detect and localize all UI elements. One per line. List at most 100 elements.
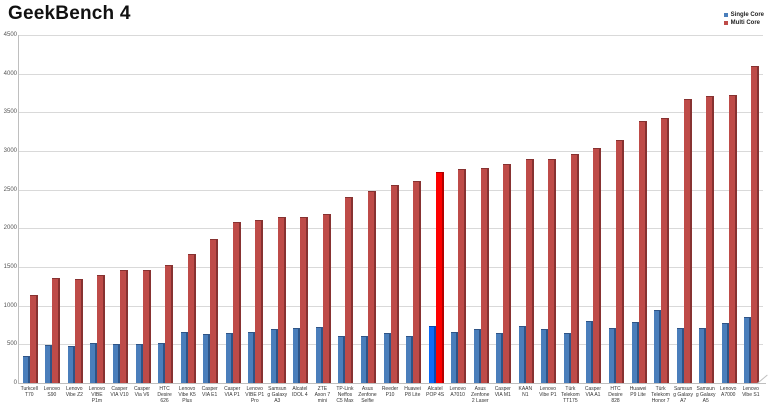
gridline-4500 (19, 35, 763, 36)
category-24 (538, 35, 561, 383)
x-axis-label-5: Casper VIA V10 (110, 386, 129, 398)
category-33 (741, 35, 764, 383)
bar-single-core-33 (744, 317, 752, 383)
category-32 (718, 35, 741, 383)
bar-multi-core-12 (277, 217, 286, 383)
bar-single-core-30 (676, 327, 684, 383)
bar-multi-core-10 (232, 221, 241, 383)
bar-multi-core-28 (638, 121, 647, 383)
category-3 (64, 35, 87, 383)
category-18 (402, 35, 425, 383)
bar-multi-core-7 (165, 264, 174, 383)
x-axis-label-16: Asus Zenfone Selfie (358, 386, 377, 403)
category-16 (357, 35, 380, 383)
category-17 (380, 35, 403, 383)
bar-single-core-21 (473, 329, 481, 383)
category-9 (199, 35, 222, 383)
category-22 (492, 35, 515, 383)
x-axis-label-15: TP-Link Neffos C5 Max (336, 386, 354, 403)
bar-multi-core-22 (503, 163, 512, 383)
bar-single-core-13 (293, 327, 301, 383)
bar-single-core-1 (22, 355, 30, 383)
bar-single-core-12 (270, 328, 278, 383)
category-15 (335, 35, 358, 383)
bar-single-core-8 (180, 331, 188, 383)
bar-single-core-7 (158, 343, 166, 383)
x-axis-label-1: Turkcell T70 (20, 386, 38, 398)
bar-single-core-4 (90, 342, 98, 383)
bar-single-core-6 (135, 344, 143, 383)
x-axis-label-33: Lenovo Vibe S1 (742, 386, 760, 398)
category-8 (177, 35, 200, 383)
category-2 (42, 35, 65, 383)
bar-multi-core-8 (187, 254, 196, 383)
bar-single-core-2 (45, 345, 53, 383)
legend: Single Core Multi Core (723, 12, 764, 26)
bar-single-core-23 (518, 325, 526, 383)
category-5 (109, 35, 132, 383)
x-axis-labels: Turkcell T70 Lenovo S90 Lenovo Vibe Z2 Leno… (18, 386, 762, 403)
x-axis-label-27: HTC Desire 828 (608, 386, 623, 403)
x-axis-label-22: Casper VIA M1 (494, 386, 511, 398)
y-tick-label-3500: 3500 (3, 109, 17, 116)
category-23 (515, 35, 538, 383)
bar-multi-core-30 (683, 99, 692, 383)
category-20 (447, 35, 470, 383)
chart-title: GeekBench 4 (8, 3, 131, 24)
gridline-3500 (19, 112, 763, 114)
y-tick-label-1000: 1000 (3, 302, 17, 309)
x-axis-label-26: Casper VIA A1 (584, 386, 601, 398)
x-axis-label-4: Lenovo VIBE P1m (88, 386, 106, 403)
bar-multi-core-14 (322, 214, 331, 383)
bar-single-core-15 (338, 335, 346, 383)
category-26 (583, 35, 606, 383)
y-tick-label-2000: 2000 (3, 225, 17, 232)
legend-single-core-label: Single Core (730, 12, 764, 18)
bar-single-core-9 (203, 334, 211, 383)
x-axis-line (18, 383, 766, 384)
bar-multi-core-17 (390, 184, 399, 383)
y-tick-label-1500: 1500 (3, 264, 17, 270)
x-axis-label-20: Lenovo A7010 (449, 386, 466, 398)
bar-multi-core-25 (570, 154, 579, 383)
bar-multi-core-2 (52, 278, 61, 383)
category-29 (650, 35, 673, 383)
legend-item-multi-core: Multi Core (723, 20, 764, 26)
bar-multi-core-19 (435, 171, 444, 383)
single-core-swatch-icon (723, 13, 728, 17)
x-axis-label-17: Reeder P10 (381, 386, 399, 398)
bar-multi-core-26 (593, 147, 602, 383)
legend-item-single-core: Single Core (723, 12, 764, 18)
y-tick-label-2500: 2500 (3, 186, 17, 193)
bar-single-core-27 (608, 327, 616, 383)
bar-single-core-5 (112, 344, 120, 383)
bar-single-core-25 (563, 333, 571, 383)
bar-single-core-26 (586, 321, 594, 383)
x-axis-label-2: Lenovo S90 (43, 386, 61, 398)
bar-single-core-18 (406, 336, 414, 383)
x-axis-label-13: Alcatel IDOL 4 (292, 386, 308, 398)
x-axis-label-9: Casper VIA E1 (201, 386, 218, 398)
bar-multi-core-5 (119, 270, 128, 383)
bar-multi-core-4 (97, 274, 106, 383)
category-7 (154, 35, 177, 383)
category-12 (267, 35, 290, 383)
gridline-4000 (19, 73, 763, 75)
bar-multi-core-18 (413, 180, 422, 383)
category-31 (695, 35, 718, 383)
x-axis-label-6: Casper Via V6 (133, 386, 151, 398)
bar-multi-core-6 (142, 269, 151, 383)
category-28 (628, 35, 651, 383)
bar-single-core-20 (451, 332, 459, 383)
plot-area: 0 500 1000 1500 2000 2500 3000 3500 4000 4500 (4, 32, 768, 386)
category-25 (560, 35, 583, 383)
bar-multi-core-20 (458, 169, 467, 383)
bar-single-core-22 (496, 333, 504, 383)
x-axis-label-8: Lenovo Vibe K5 Plus (178, 386, 196, 403)
x-axis-label-29: Türk Telekom Honor 7 (651, 386, 670, 403)
gridline-3000 (19, 151, 763, 152)
multi-core-swatch-icon (723, 21, 728, 25)
bar-multi-core-21 (480, 167, 489, 383)
x-axis-label-7: HTC Desire 626 (157, 386, 172, 403)
bar-single-core-31 (699, 328, 707, 383)
